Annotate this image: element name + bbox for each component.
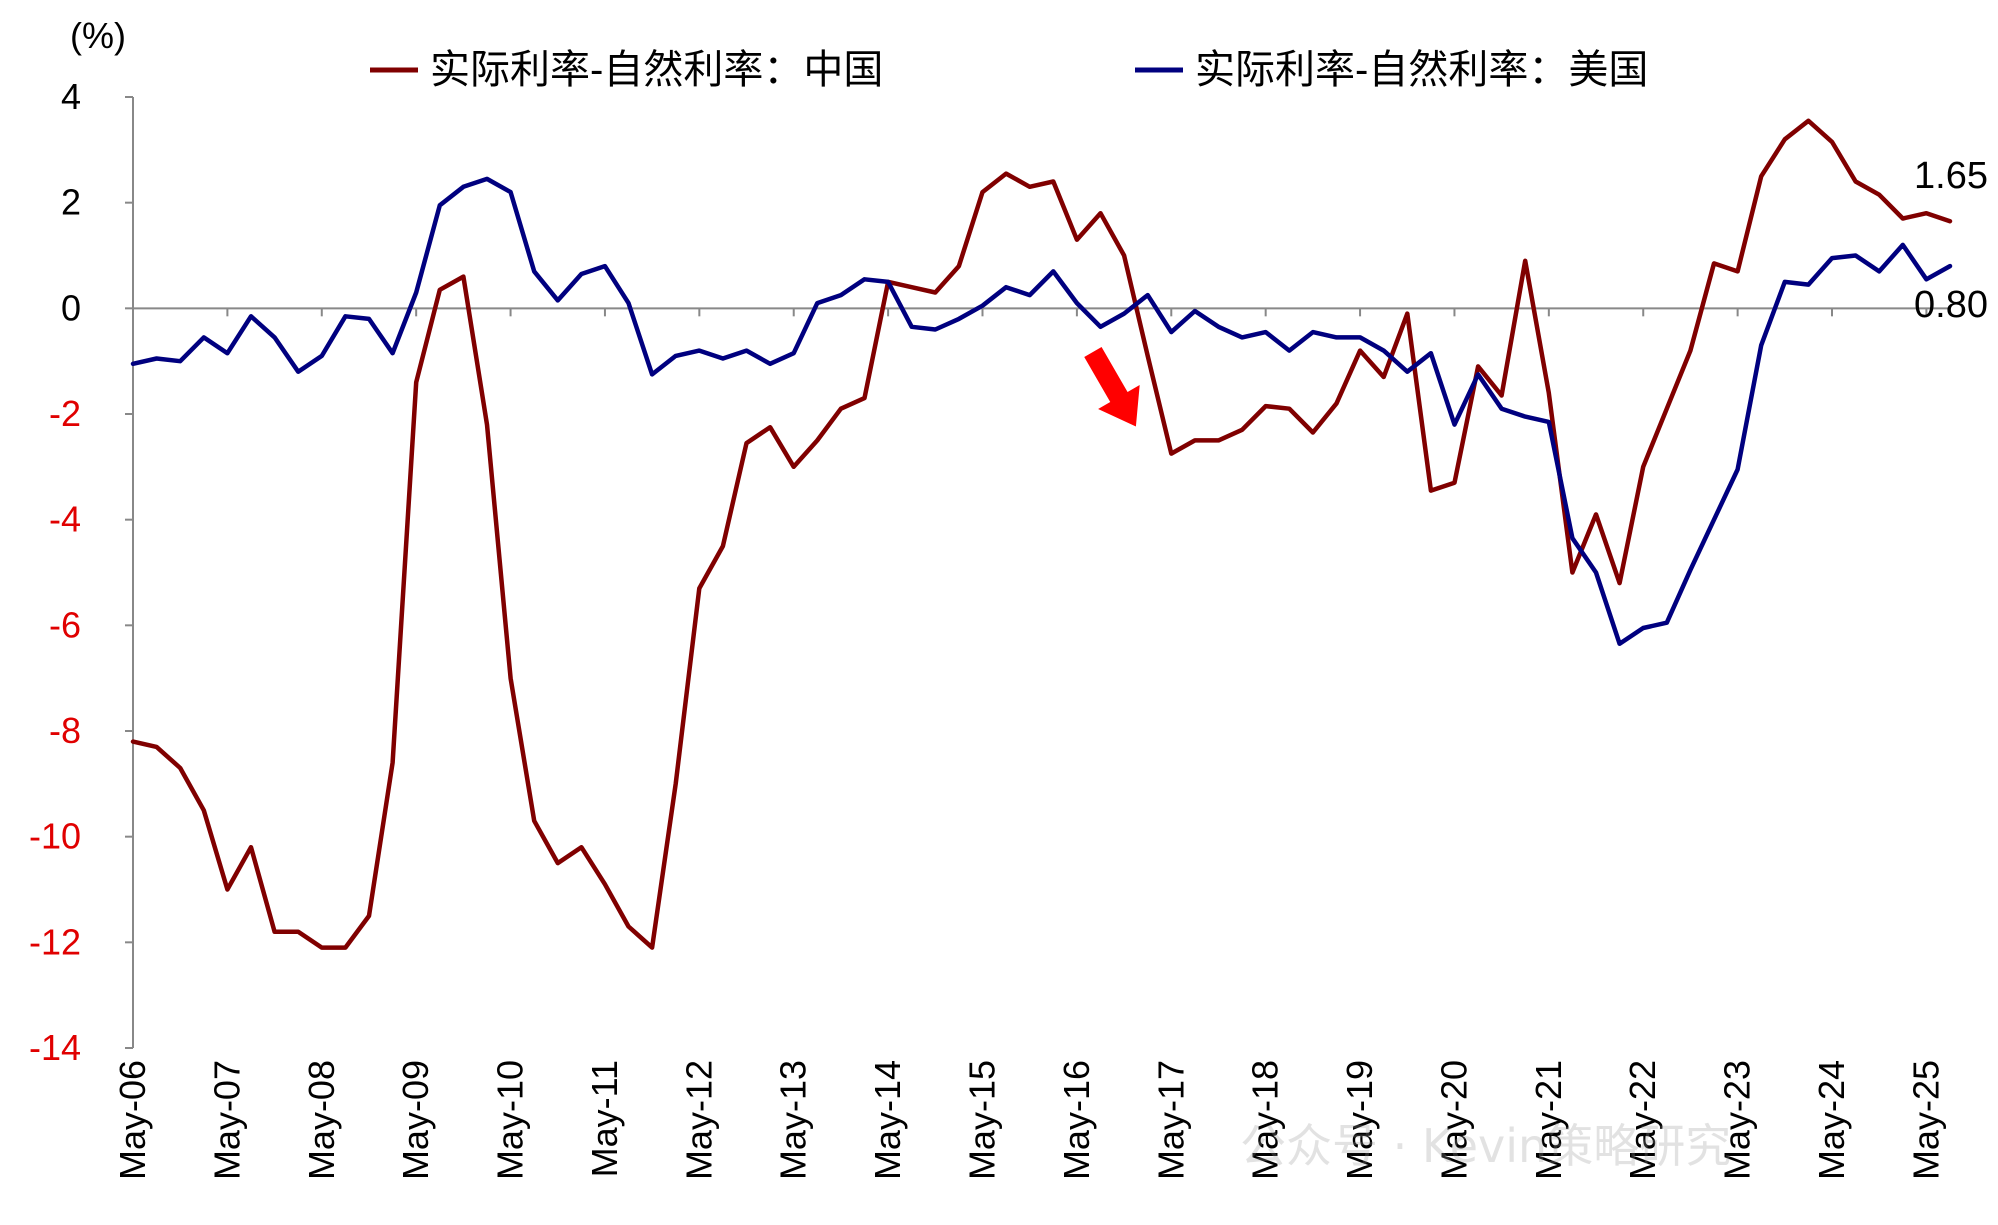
- y-tick-label: -4: [49, 499, 81, 540]
- x-axis: May-06 May-07 May-08 May-09 May-10 May-11 May-…: [112, 307, 1950, 1180]
- x-tick-label: May-14: [867, 1060, 908, 1180]
- plot-series: [130, 118, 1953, 950]
- legend: 实际利率-自然利率：中国 实际利率-自然利率：美国: [370, 48, 1648, 92]
- y-unit-label: (%): [70, 15, 126, 56]
- y-tick-label: -8: [49, 710, 81, 751]
- y-tick-label: -12: [29, 921, 81, 962]
- x-tick-label: May-20: [1433, 1060, 1474, 1180]
- x-tick-label: May-10: [490, 1060, 531, 1180]
- x-tick-label: May-22: [1622, 1060, 1663, 1180]
- y-tick-label: 4: [61, 76, 81, 117]
- x-tick-label: May-11: [584, 1060, 625, 1177]
- watermark-text: 公众号 · Kevin策略研究: [1240, 1119, 1732, 1173]
- x-tick-label: May-09: [395, 1060, 436, 1180]
- series-line-usa: [130, 176, 1953, 647]
- y-tick-label: -10: [29, 816, 81, 857]
- legend-label-usa: 实际利率-自然利率：美国: [1195, 48, 1648, 92]
- legend-label-china: 实际利率-自然利率：中国: [430, 48, 883, 92]
- x-tick-label: May-17: [1150, 1060, 1191, 1180]
- series-line-china: [130, 118, 1953, 950]
- x-tick-label: May-06: [112, 1060, 153, 1180]
- arrow-shape: [1084, 347, 1140, 427]
- y-tick-label: 2: [61, 182, 81, 223]
- trend-down-arrow: [1084, 347, 1140, 427]
- y-tick-label: -6: [49, 604, 81, 645]
- end-labels: 1.65 0.80: [1914, 155, 1988, 326]
- x-tick-label: May-21: [1528, 1060, 1569, 1180]
- annotations: [1084, 347, 1140, 427]
- x-tick-label: May-15: [962, 1060, 1003, 1180]
- x-tick-label: May-18: [1245, 1060, 1286, 1180]
- x-tick-label: May-13: [773, 1060, 814, 1180]
- y-tick-label: -14: [29, 1027, 81, 1068]
- x-tick-label: May-23: [1717, 1060, 1758, 1180]
- x-tick-label: May-19: [1339, 1060, 1380, 1180]
- y-tick-label: 0: [61, 287, 81, 328]
- x-tick-label: May-08: [301, 1060, 342, 1180]
- y-axis: 4 2 0 -2 -4 -6 -8 -10 -12 -14: [29, 76, 134, 1068]
- end-label-china: 1.65: [1914, 155, 1988, 197]
- end-label-usa: 0.80: [1914, 284, 1988, 326]
- x-tick-label: May-07: [206, 1060, 247, 1180]
- x-tick-label: May-25: [1905, 1060, 1946, 1180]
- x-tick-label: May-12: [678, 1060, 719, 1180]
- x-tick-label: May-24: [1811, 1060, 1852, 1180]
- y-tick-label: -2: [49, 393, 81, 434]
- x-tick-label: May-16: [1056, 1060, 1097, 1180]
